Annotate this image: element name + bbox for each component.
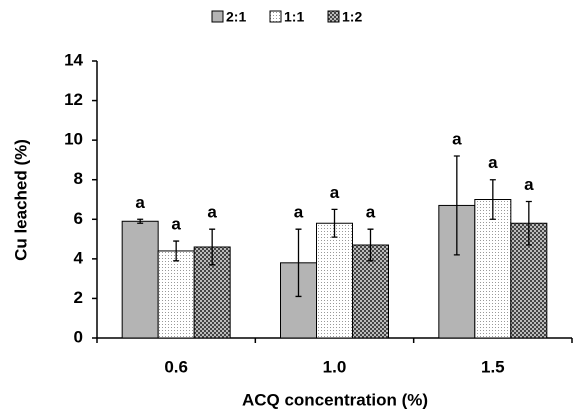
bar: [157, 250, 195, 339]
legend-label: 1:1: [284, 9, 304, 25]
x-axis-label: ACQ concentration (%): [242, 390, 428, 409]
x-tick-label: 1.5: [481, 357, 505, 376]
bar: [474, 199, 512, 339]
annotation: a: [488, 153, 498, 172]
error-bar: [331, 208, 338, 238]
annotation: a: [294, 203, 304, 222]
bar: [121, 220, 159, 339]
error-bar: [173, 240, 180, 262]
annotation: a: [330, 183, 340, 202]
annotation: a: [171, 215, 181, 234]
annotation: a: [524, 175, 534, 194]
error-bar: [489, 179, 496, 220]
legend-label: 1:2: [342, 9, 362, 25]
error-bar: [295, 228, 302, 298]
legend-label: 2:1: [226, 9, 246, 25]
legend-swatch: [269, 10, 282, 23]
y-tick-label: 14: [64, 50, 83, 69]
legend-swatch: [211, 10, 224, 23]
y-tick-label: 10: [64, 130, 83, 149]
annotation: a: [366, 203, 376, 222]
error-bar: [453, 155, 460, 256]
y-tick-label: 8: [74, 169, 83, 188]
legend-swatch: [327, 10, 340, 23]
y-tick-label: 0: [74, 327, 83, 346]
x-tick-label: 1.0: [323, 357, 347, 376]
error-bar: [209, 228, 216, 266]
annotation: a: [207, 203, 217, 222]
y-tick-label: 2: [74, 288, 83, 307]
y-tick-label: 6: [74, 209, 83, 228]
y-axis-label: Cu leached (%): [11, 139, 30, 261]
y-tick-label: 4: [74, 248, 84, 267]
annotation: a: [452, 129, 462, 148]
x-tick-label: 0.6: [164, 357, 188, 376]
bar: [316, 222, 353, 339]
error-bar: [137, 218, 144, 224]
error-bar: [367, 228, 374, 262]
annotation: a: [135, 193, 145, 212]
error-bar: [525, 200, 532, 246]
y-tick-label: 12: [64, 90, 83, 109]
